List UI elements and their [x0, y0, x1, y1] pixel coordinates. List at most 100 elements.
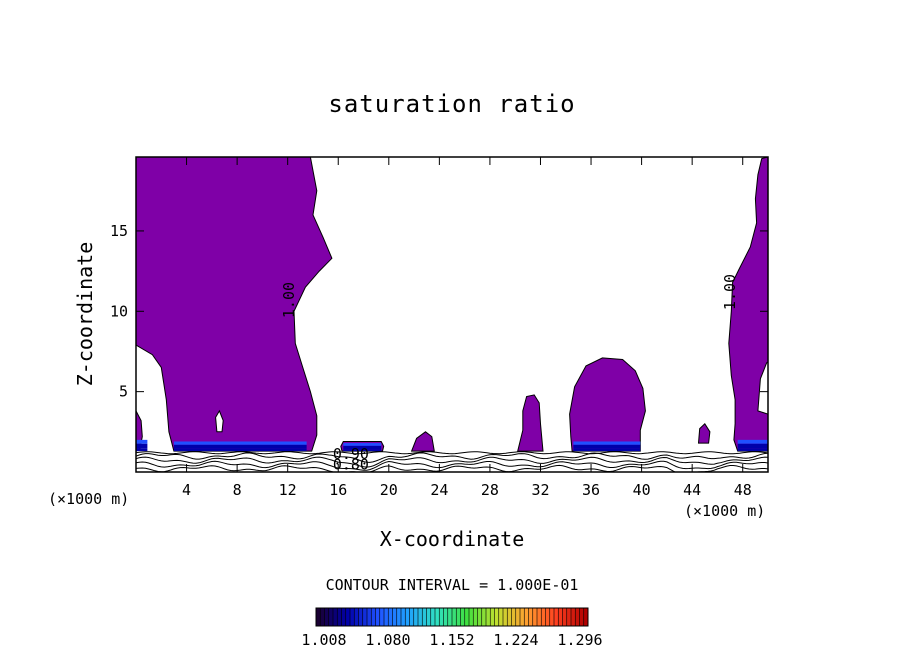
colorbar-swatch — [473, 608, 478, 626]
high-value-band — [136, 439, 148, 444]
colorbar-swatch — [328, 608, 334, 626]
colorbar-swatch — [494, 608, 500, 626]
supersaturated-region — [569, 357, 646, 452]
contour-line — [136, 464, 768, 472]
colorbar-swatch — [503, 608, 508, 626]
colorbar-swatch — [511, 608, 517, 626]
colorbar-swatch — [405, 608, 410, 626]
contour-label: 1.00 — [280, 282, 298, 318]
colorbar-swatch — [558, 608, 563, 626]
contour-interval: CONTOUR INTERVAL = 1.000E-01 — [326, 576, 579, 594]
colorbar-label: 1.224 — [493, 631, 538, 649]
high-value-band-base — [136, 448, 148, 452]
colorbar-swatch — [341, 608, 347, 626]
contour-line — [136, 452, 768, 463]
colorbar-swatch — [490, 608, 495, 626]
colorbar-swatch — [316, 608, 321, 626]
colorbar-swatch — [439, 608, 444, 626]
colorbar-label: 1.080 — [365, 631, 410, 649]
colorbar-swatch — [498, 608, 504, 626]
colorbar-swatch — [528, 608, 534, 626]
y-tick-label: 15 — [110, 222, 128, 240]
high-value-band-base — [173, 448, 307, 452]
colorbar-swatch — [537, 608, 542, 626]
colorbar-swatch — [358, 608, 364, 626]
colorbar-swatch — [435, 608, 440, 626]
colorbar-swatch — [324, 608, 330, 626]
x-tick-label: 48 — [734, 481, 752, 499]
colorbar-swatch — [562, 608, 568, 626]
colorbar-swatch — [520, 608, 525, 626]
colorbar-swatch — [362, 608, 368, 626]
x-tick-label: 8 — [233, 481, 242, 499]
x-unit-right: (×1000 m) — [684, 502, 765, 520]
high-value-band-base — [573, 448, 641, 452]
high-value-band-core — [343, 445, 382, 450]
colorbar-swatch — [583, 608, 589, 626]
supersaturated-region — [697, 423, 711, 444]
colorbar-swatch — [481, 608, 487, 626]
colorbar-swatch — [354, 608, 359, 626]
region-hole — [215, 409, 224, 433]
contour-labels: 1.00 1.00 0.900.80 — [280, 274, 739, 474]
high-value-band-base — [343, 449, 382, 452]
colorbar-swatch — [541, 608, 546, 626]
supersaturated-region — [517, 394, 544, 452]
colorbar-swatch — [422, 608, 427, 626]
colorbar-swatch — [575, 608, 580, 626]
colorbar-swatch — [486, 608, 491, 626]
colorbar-frame — [315, 607, 589, 627]
colorbar-swatch — [345, 608, 351, 626]
colorbar-swatch — [375, 608, 381, 626]
colorbar-swatch — [396, 608, 402, 626]
colorbar-swatch — [469, 608, 474, 626]
colorbar-swatch — [549, 608, 555, 626]
colorbar-swatch — [571, 608, 576, 626]
colorbar-swatch — [379, 608, 385, 626]
colorbar-swatch — [545, 608, 551, 626]
colorbar-swatch — [430, 608, 436, 626]
plot-area — [136, 157, 768, 452]
colorbar-swatch — [367, 608, 372, 626]
supersaturated-region — [410, 431, 435, 452]
colorbar-swatch — [477, 608, 483, 626]
colorbar: 1.008 1.080 1.152 1.224 1.296 — [301, 607, 603, 649]
y-axis: 5 10 15 — [110, 222, 768, 401]
high-value-band-core — [136, 443, 148, 449]
colorbar-swatch — [350, 608, 355, 626]
x-axis: 4 8 12 16 20 24 28 32 36 40 44 48 — [182, 157, 752, 499]
contour-line — [136, 456, 768, 468]
colorbar-label: 1.152 — [429, 631, 474, 649]
x-tick-label: 28 — [481, 481, 499, 499]
contour-line — [136, 451, 768, 455]
y-axis-label: Z-coordinate — [73, 242, 97, 387]
contour-label: 0.90 — [333, 445, 369, 463]
y-tick-label: 5 — [119, 383, 128, 401]
colorbar-swatch — [409, 608, 415, 626]
colorbar-swatch — [392, 608, 398, 626]
plot-frame — [135, 156, 769, 473]
colorbar-swatch — [460, 608, 466, 626]
supersaturated-region — [136, 157, 333, 452]
contour-label: 1.00 — [721, 274, 739, 310]
high-value-band — [573, 441, 641, 445]
colorbar-swatch — [554, 608, 559, 626]
colorbar-swatch — [388, 608, 393, 626]
colorbar-swatch — [452, 608, 457, 626]
colorbar-swatch — [447, 608, 453, 626]
y-tick-label: 10 — [110, 302, 128, 320]
colorbar-swatch — [426, 608, 432, 626]
x-tick-label: 32 — [531, 481, 549, 499]
x-unit-left: (×1000 m) — [48, 490, 129, 508]
colorbar-swatch — [566, 608, 572, 626]
high-value-band — [343, 443, 382, 446]
colorbar-swatch — [532, 608, 538, 626]
high-value-band — [737, 439, 768, 444]
x-tick-label: 36 — [582, 481, 600, 499]
high-value-band-base — [737, 448, 768, 452]
colorbar-swatch — [579, 608, 585, 626]
colorbar-swatch — [464, 608, 470, 626]
contour-line — [136, 460, 768, 471]
colorbar-swatch — [401, 608, 406, 626]
